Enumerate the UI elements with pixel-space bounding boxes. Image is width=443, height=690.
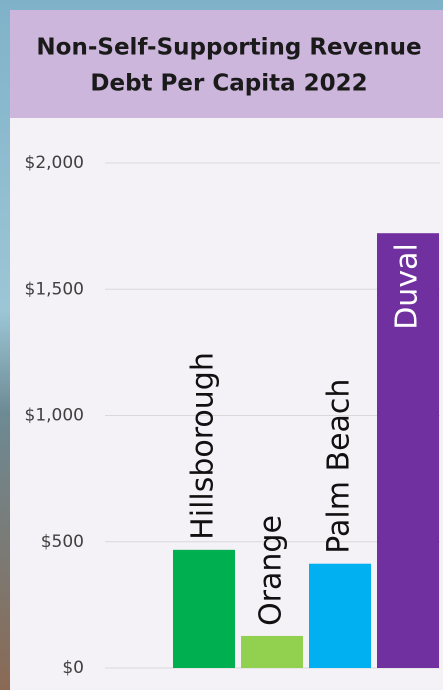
bar-label: Duval [390,243,425,330]
bar-label: Palm Beach [322,379,357,554]
y-tick-label: $1,500 [25,279,84,299]
bar [241,635,303,668]
bar [377,233,439,668]
bar-label: Hillsborough [186,352,221,540]
y-tick-label: $1,000 [25,406,84,426]
chart-title: Non-Self-Supporting Revenue [36,35,421,61]
bar [309,563,371,668]
y-tick-label: $500 [41,532,84,552]
bar [173,549,235,668]
y-tick-label: $0 [62,658,84,678]
y-tick-label: $2,000 [25,153,84,173]
chart-title: Debt Per Capita 2022 [90,71,367,97]
bar-label: Orange [254,515,289,626]
title-box [10,10,443,118]
